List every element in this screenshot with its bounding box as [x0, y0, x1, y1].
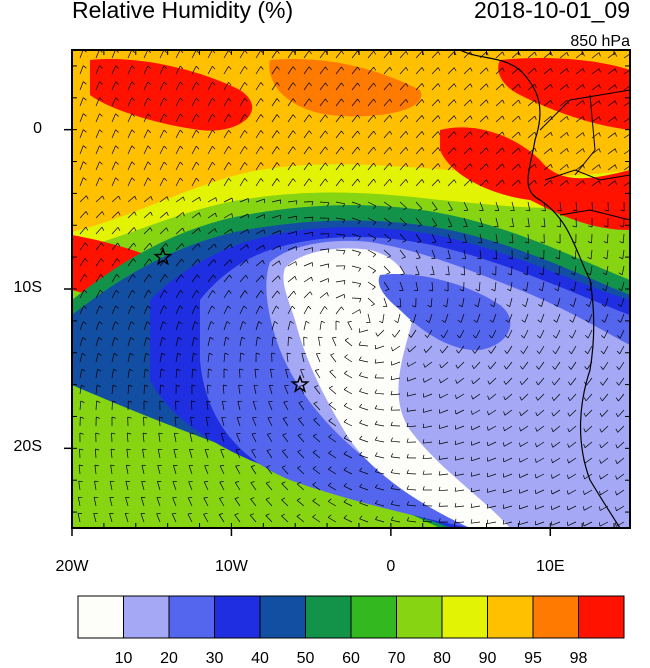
wind-barb	[80, 449, 81, 458]
colorbar-swatch	[351, 596, 397, 638]
wind-barb	[176, 401, 177, 410]
wind-barb-flag	[126, 465, 130, 466]
wind-barb	[407, 474, 416, 475]
wind-barb-flag	[631, 69, 632, 73]
colorbar-swatch	[78, 596, 124, 638]
wind-barb-flag	[94, 497, 98, 498]
wind-barb-flag	[471, 488, 472, 492]
wind-barb-flag	[142, 465, 146, 466]
wind-barb-flag	[462, 258, 466, 259]
colorbar-swatch	[442, 596, 488, 638]
colorbar-swatch	[124, 596, 170, 638]
wind-barb-flag	[455, 472, 456, 476]
wind-barb-flag	[222, 401, 226, 402]
y-tick-label: 0	[33, 120, 42, 138]
wind-barb-flag	[583, 522, 584, 526]
wind-barb	[208, 385, 209, 394]
x-tick-label: 10W	[215, 558, 248, 576]
colorbar-label: 90	[479, 650, 497, 668]
wind-barb-flag	[236, 449, 240, 450]
wind-barb-flag	[78, 497, 82, 498]
colorbar-label: 60	[342, 650, 360, 668]
wind-barb-flag	[464, 210, 468, 211]
wind-barb-flag	[220, 465, 224, 466]
wind-barb-flag	[158, 449, 162, 450]
wind-barb-flag	[487, 442, 488, 446]
colorbar-label: 10	[115, 650, 133, 668]
colorbar-label: 70	[388, 650, 406, 668]
wind-barb-flag	[204, 481, 208, 482]
x-tick-label: 10E	[536, 558, 564, 576]
wind-barb-flag	[110, 481, 114, 482]
wind-barb-flag	[631, 85, 632, 89]
wind-barb-flag	[423, 424, 424, 428]
colorbar-swatch	[215, 596, 261, 638]
y-tick-label: 10S	[14, 279, 42, 297]
colorbar-swatch	[260, 596, 306, 638]
colorbar-swatch	[397, 596, 443, 638]
wind-barb-flag	[448, 226, 452, 227]
wind-barb-flag	[487, 520, 488, 524]
colorbar-swatch	[169, 596, 215, 638]
x-tick-label: 0	[386, 558, 395, 576]
wind-barb	[288, 337, 289, 346]
wind-barb	[144, 417, 145, 426]
wind-barb-flag	[631, 117, 632, 121]
colorbar-label: 80	[433, 650, 451, 668]
wind-barb	[240, 369, 241, 378]
wind-barb-flag	[631, 133, 632, 137]
wind-barb-flag	[631, 101, 632, 105]
wind-barb	[423, 522, 432, 523]
colorbar-swatch	[306, 596, 352, 638]
wind-barb-flag	[567, 506, 568, 510]
colorbar-swatch	[533, 596, 579, 638]
colorbar-label: 95	[524, 650, 542, 668]
colorbar-swatch	[579, 596, 625, 638]
colorbar-swatch	[488, 596, 534, 638]
wind-barb-flag	[631, 149, 632, 153]
wind-barb-flag	[471, 426, 472, 430]
wind-barb-flag	[631, 165, 632, 169]
wind-barb	[112, 433, 113, 442]
wind-barb-flag	[455, 410, 456, 414]
colorbar-label: 50	[297, 650, 315, 668]
colorbar-label: 20	[160, 650, 178, 668]
y-tick-label: 20S	[14, 438, 42, 456]
wind-barb-flag	[254, 385, 258, 386]
wind-barb	[512, 266, 513, 275]
colorbar-label: 30	[206, 650, 224, 668]
wind-barb-flag	[526, 210, 530, 211]
wind-barb-flag	[414, 290, 418, 291]
wind-barb	[352, 298, 361, 299]
wind-barb	[112, 401, 113, 410]
wind-barb-flag	[631, 53, 632, 57]
colorbar-label: 98	[570, 650, 588, 668]
x-tick-label: 20W	[56, 558, 89, 576]
wind-barb-flag	[232, 198, 233, 202]
wind-barb-flag	[206, 417, 210, 418]
wind-barb-flag	[296, 216, 297, 220]
colorbar	[78, 596, 624, 638]
wind-barb-flag	[174, 433, 178, 434]
wind-barb-flag	[391, 376, 392, 380]
humidity-field	[72, 50, 633, 528]
wind-barb-flag	[631, 181, 632, 185]
colorbar-label: 40	[251, 650, 269, 668]
wind-barb-flag	[510, 226, 514, 227]
